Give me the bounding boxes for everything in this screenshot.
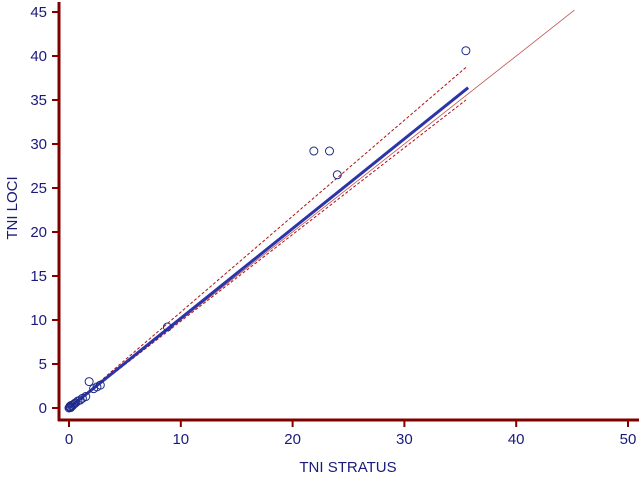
data-point-8 bbox=[71, 398, 81, 408]
y-tick-label-40: 40 bbox=[30, 48, 47, 65]
data-point-12 bbox=[81, 392, 91, 402]
axes: 0 5 10 15 20 25 30 35 40 45 0 10 20 30 40 50 bbox=[30, 2, 639, 448]
data-point-21 bbox=[461, 46, 471, 56]
y-tick-label-35: 35 bbox=[30, 92, 47, 109]
data-point-18 bbox=[309, 146, 319, 156]
y-tick-label-20: 20 bbox=[30, 224, 47, 241]
y-tick-label-10: 10 bbox=[30, 312, 47, 329]
x-tick-label-40: 40 bbox=[508, 431, 525, 448]
confidence-upper-line bbox=[68, 67, 467, 409]
data-point-20 bbox=[332, 170, 342, 180]
data-point-13 bbox=[84, 377, 94, 387]
confidence-lower-line bbox=[68, 99, 467, 409]
x-tick-label-0: 0 bbox=[65, 431, 73, 448]
y-tick-label-25: 25 bbox=[30, 180, 47, 197]
data-point-5 bbox=[67, 401, 77, 411]
x-tick-label-30: 30 bbox=[396, 431, 413, 448]
y-tick-label-15: 15 bbox=[30, 268, 47, 285]
y-tick-label-0: 0 bbox=[39, 400, 47, 417]
y-tick-label-45: 45 bbox=[30, 4, 47, 21]
y-tick-label-30: 30 bbox=[30, 136, 47, 153]
regression-line bbox=[68, 86, 470, 410]
data-point-19 bbox=[324, 146, 334, 156]
x-tick-label-20: 20 bbox=[284, 431, 301, 448]
data-point-16 bbox=[95, 380, 105, 390]
data-point-17 bbox=[162, 322, 172, 332]
x-axis-title: TNI STRATUS bbox=[299, 459, 396, 476]
plot-area bbox=[64, 9, 575, 413]
y-axis-title: TNI LOCI bbox=[4, 176, 21, 239]
y-tick-label-5: 5 bbox=[39, 356, 47, 373]
x-tick-label-50: 50 bbox=[620, 431, 637, 448]
x-tick-label-10: 10 bbox=[172, 431, 189, 448]
